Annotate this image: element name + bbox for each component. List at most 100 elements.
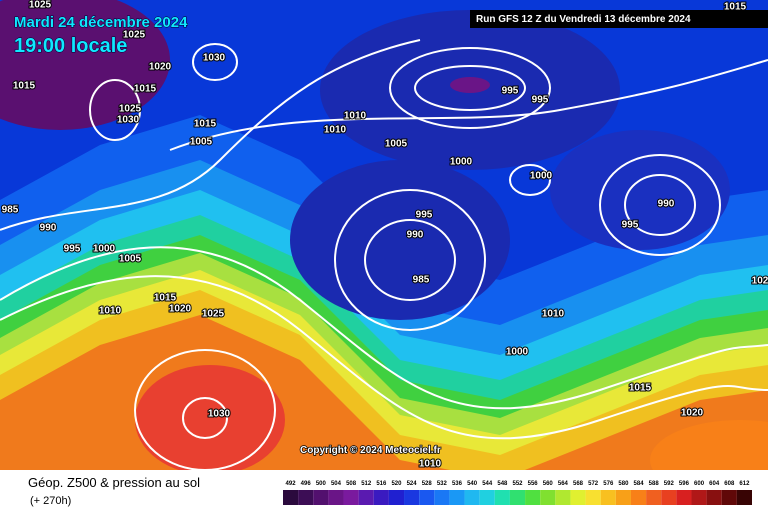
- scale-label: 612: [739, 481, 750, 487]
- isobar-label: 1025: [123, 30, 146, 41]
- scale-swatch: [706, 490, 722, 505]
- scale-label: 508: [346, 481, 357, 487]
- scale-swatch: [691, 490, 707, 505]
- scale-label: 500: [316, 481, 327, 487]
- isobar-label: 990: [407, 230, 424, 241]
- scale-swatch: [313, 490, 329, 505]
- warm-core: [135, 365, 285, 475]
- scale-label: 512: [361, 481, 372, 487]
- isobar-label: 990: [658, 199, 675, 210]
- copyright: Copyright © 2024 Meteociel.fr: [300, 445, 441, 456]
- map-background: [0, 0, 768, 500]
- scale-swatch: [343, 490, 359, 505]
- scale-label: 584: [634, 481, 645, 487]
- isobar-label: 1030: [208, 409, 231, 420]
- scale-label: 492: [286, 481, 297, 487]
- scale-swatch: [479, 490, 495, 505]
- scale-swatch: [676, 490, 692, 505]
- time: 19:00 locale: [14, 35, 127, 57]
- isobar-label: 1020: [169, 304, 192, 315]
- scale-label: 592: [664, 481, 675, 487]
- isobar-label: 995: [416, 210, 433, 221]
- scale-swatch: [615, 490, 631, 505]
- date: Mardi 24 décembre 2024: [14, 14, 188, 31]
- isobars: [0, 39, 768, 471]
- scale-swatch: [283, 490, 299, 505]
- scale-swatch: [373, 490, 389, 505]
- scale-swatch: [646, 490, 662, 505]
- scale-label: 520: [391, 481, 402, 487]
- isobar-label: 985: [413, 275, 430, 286]
- isobar-label: 995: [502, 86, 519, 97]
- isobar-label: 990: [40, 223, 57, 234]
- isobar-label: 1015: [194, 119, 217, 130]
- scale-swatch: [630, 490, 647, 505]
- scale-label: 596: [679, 481, 690, 487]
- scale-swatch: [661, 490, 677, 505]
- scale-label: 540: [467, 481, 478, 487]
- isobar-label: 1025: [29, 0, 52, 11]
- run-box: [470, 10, 768, 28]
- scale-swatch: [600, 490, 616, 505]
- scale-swatch: [358, 490, 374, 505]
- scale-swatch: [449, 490, 465, 505]
- scale-label: 568: [573, 481, 584, 487]
- scale-swatch: [525, 490, 541, 505]
- scale-swatch: [570, 490, 586, 505]
- isobar-label: 1025: [119, 104, 142, 115]
- legend-lead: (+ 270h): [30, 495, 71, 507]
- scale-label: 504: [331, 481, 342, 487]
- scale-label: 544: [482, 481, 493, 487]
- isobar-label: 995: [532, 95, 549, 106]
- scale-label: 572: [588, 481, 599, 487]
- isobar-label: 1020: [149, 62, 172, 73]
- isobar-label: 1005: [119, 254, 142, 265]
- scale-swatch: [585, 490, 601, 505]
- scale-label: 524: [407, 481, 418, 487]
- cold-core: [450, 77, 490, 93]
- scale-label: 608: [724, 481, 735, 487]
- scale-swatch: [736, 490, 752, 505]
- isobar-label: 1005: [385, 139, 408, 150]
- scale-label: 580: [618, 481, 629, 487]
- color-scale: 492 496 500 504 508 512 516 520 524 528 532 536 540 5…: [283, 481, 752, 505]
- scale-label: 548: [497, 481, 508, 487]
- scale-swatch: [555, 490, 571, 505]
- isobar-label: 1010: [99, 306, 122, 317]
- isobar-label: 1015: [629, 383, 652, 394]
- isobar-label: 1010: [542, 309, 565, 320]
- isobar-label: 1015: [13, 81, 36, 92]
- low-area: [550, 130, 730, 250]
- cold-core: [0, 0, 170, 130]
- low-area: [290, 160, 510, 320]
- isobar-label: 1000: [93, 244, 116, 255]
- isobar-label: 985: [2, 205, 19, 216]
- isobar-label: 1010: [324, 125, 347, 136]
- isobar-label: 1030: [117, 115, 140, 126]
- isobar-label: 1010: [419, 459, 442, 470]
- scale-label: 576: [603, 481, 614, 487]
- isobar-label: 995: [622, 220, 639, 231]
- scale-label: 552: [512, 481, 523, 487]
- scale-swatch: [494, 490, 510, 505]
- scale-swatch: [464, 490, 480, 505]
- isobar-label: 1000: [506, 347, 529, 358]
- scale-label: 536: [452, 481, 463, 487]
- scale-label: 556: [528, 481, 539, 487]
- isobar-label: 1005: [190, 137, 213, 148]
- scale-label: 496: [301, 481, 312, 487]
- isobar-label: 1015: [154, 293, 177, 304]
- isobar-label: 102: [752, 276, 768, 287]
- isobar-label: 1010: [344, 111, 367, 122]
- isobar-label: 1025: [202, 309, 225, 320]
- isobar-label: 1030: [203, 53, 226, 64]
- scale-swatch: [540, 490, 556, 505]
- scale-label: 560: [543, 481, 554, 487]
- scale-swatch: [434, 490, 450, 505]
- scale-label: 600: [694, 481, 705, 487]
- scale-label: 532: [437, 481, 448, 487]
- scale-swatch: [298, 490, 314, 505]
- legend-title: Géop. Z500 & pression au sol: [28, 475, 200, 490]
